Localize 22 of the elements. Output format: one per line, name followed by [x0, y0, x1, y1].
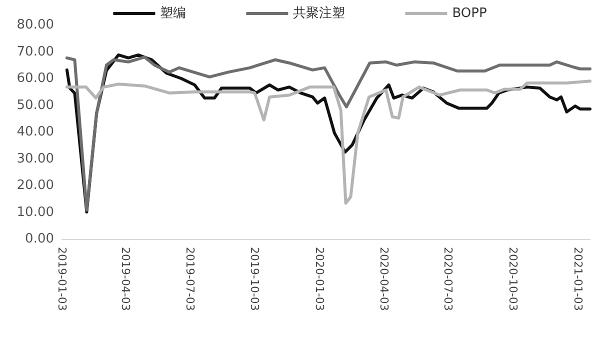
y-tick-label: 60.00	[16, 71, 54, 86]
legend-label: 共聚注塑	[293, 5, 346, 21]
y-tick-label: 10.00	[16, 204, 54, 220]
legend-label: BOPP	[452, 6, 487, 21]
y-tick-label: 0.00	[25, 232, 54, 246]
line-series	[65, 80, 592, 205]
x-tick-label: 2019-10-03	[248, 247, 262, 311]
y-tick-label: 20.00	[16, 178, 54, 193]
x-tick-label: 2019-07-03	[183, 247, 196, 311]
y-tick-label: 80.00	[16, 18, 54, 32]
y-tick-label: 40.00	[16, 124, 54, 140]
x-tick-label: 2019-01-03	[56, 247, 68, 311]
x-tick-label: 2020-01-03	[313, 247, 326, 311]
x-tick-label: 2020-10-03	[506, 247, 520, 311]
y-tick-label: 70.00	[16, 44, 54, 60]
y-tick-label: 30.00	[16, 151, 54, 166]
x-tick-label: 2020-04-03	[377, 247, 390, 311]
y-tick-label: 50.00	[16, 98, 54, 113]
x-tick-label: 2020-07-03	[442, 247, 455, 311]
legend-label: 塑编	[160, 5, 186, 21]
x-tick-label: 2021-01-03	[572, 247, 584, 311]
x-tick-label: 2019-04-03	[119, 247, 132, 311]
